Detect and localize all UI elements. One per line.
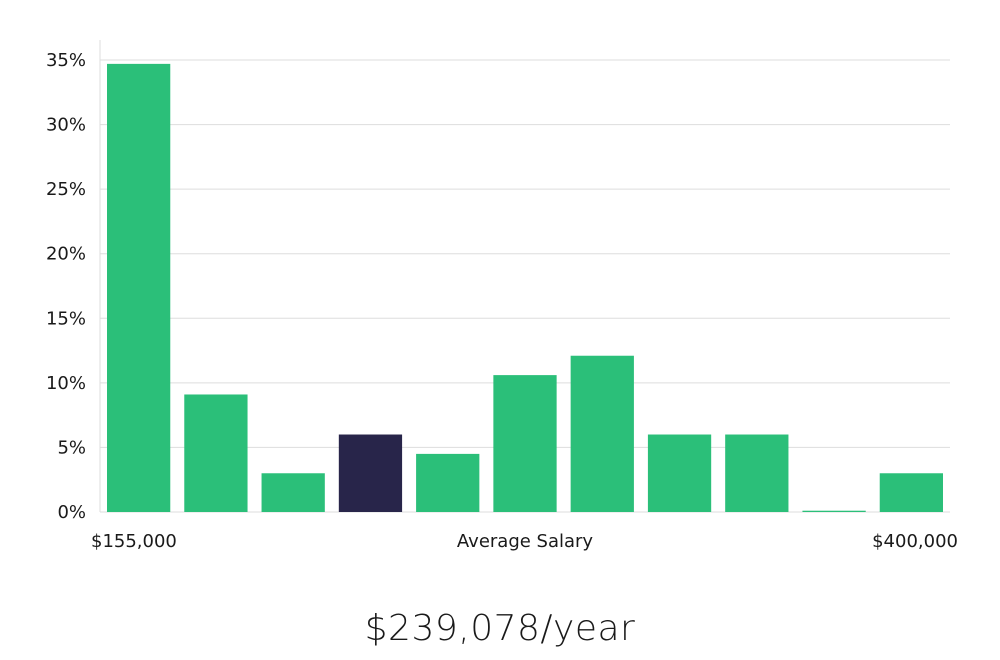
- bar: [493, 375, 557, 512]
- bar: [570, 355, 634, 512]
- average-salary-caption: $239,078/year: [364, 608, 636, 649]
- y-tick-label: 10%: [46, 373, 86, 394]
- x-max-label: $400,000: [872, 531, 958, 552]
- x-axis-title: Average Salary: [457, 531, 594, 552]
- y-axis-ticks: 0% 5% 10% 15% 20% 25% 30% 35%: [46, 50, 86, 523]
- bar: [416, 453, 480, 512]
- x-min-label: $155,000: [91, 531, 177, 552]
- bar: [802, 510, 866, 512]
- bars: [107, 63, 943, 512]
- y-tick-label: 5%: [57, 437, 86, 458]
- bar: [647, 434, 712, 512]
- y-tick-label: 20%: [46, 244, 86, 265]
- bar: [107, 63, 171, 512]
- y-tick-label: 25%: [46, 179, 86, 200]
- y-tick-label: 30%: [46, 115, 86, 136]
- bar: [725, 434, 789, 512]
- y-tick-label: 35%: [46, 50, 86, 71]
- bar: [261, 473, 325, 512]
- bar: [879, 473, 943, 512]
- y-tick-label: 0%: [57, 502, 86, 523]
- y-tick-label: 15%: [46, 308, 86, 329]
- highlighted-bar: [338, 434, 403, 512]
- bar: [184, 394, 248, 512]
